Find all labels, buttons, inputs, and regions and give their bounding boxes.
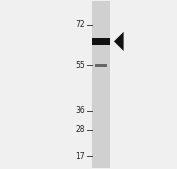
- Text: 36: 36: [75, 106, 85, 115]
- Text: 28: 28: [75, 126, 85, 135]
- Text: 72: 72: [75, 20, 85, 29]
- Text: 55: 55: [75, 61, 85, 70]
- Bar: [95, 64, 107, 67]
- Polygon shape: [114, 32, 124, 51]
- Bar: [92, 38, 110, 45]
- Bar: [92, 1, 110, 168]
- Text: 17: 17: [75, 152, 85, 161]
